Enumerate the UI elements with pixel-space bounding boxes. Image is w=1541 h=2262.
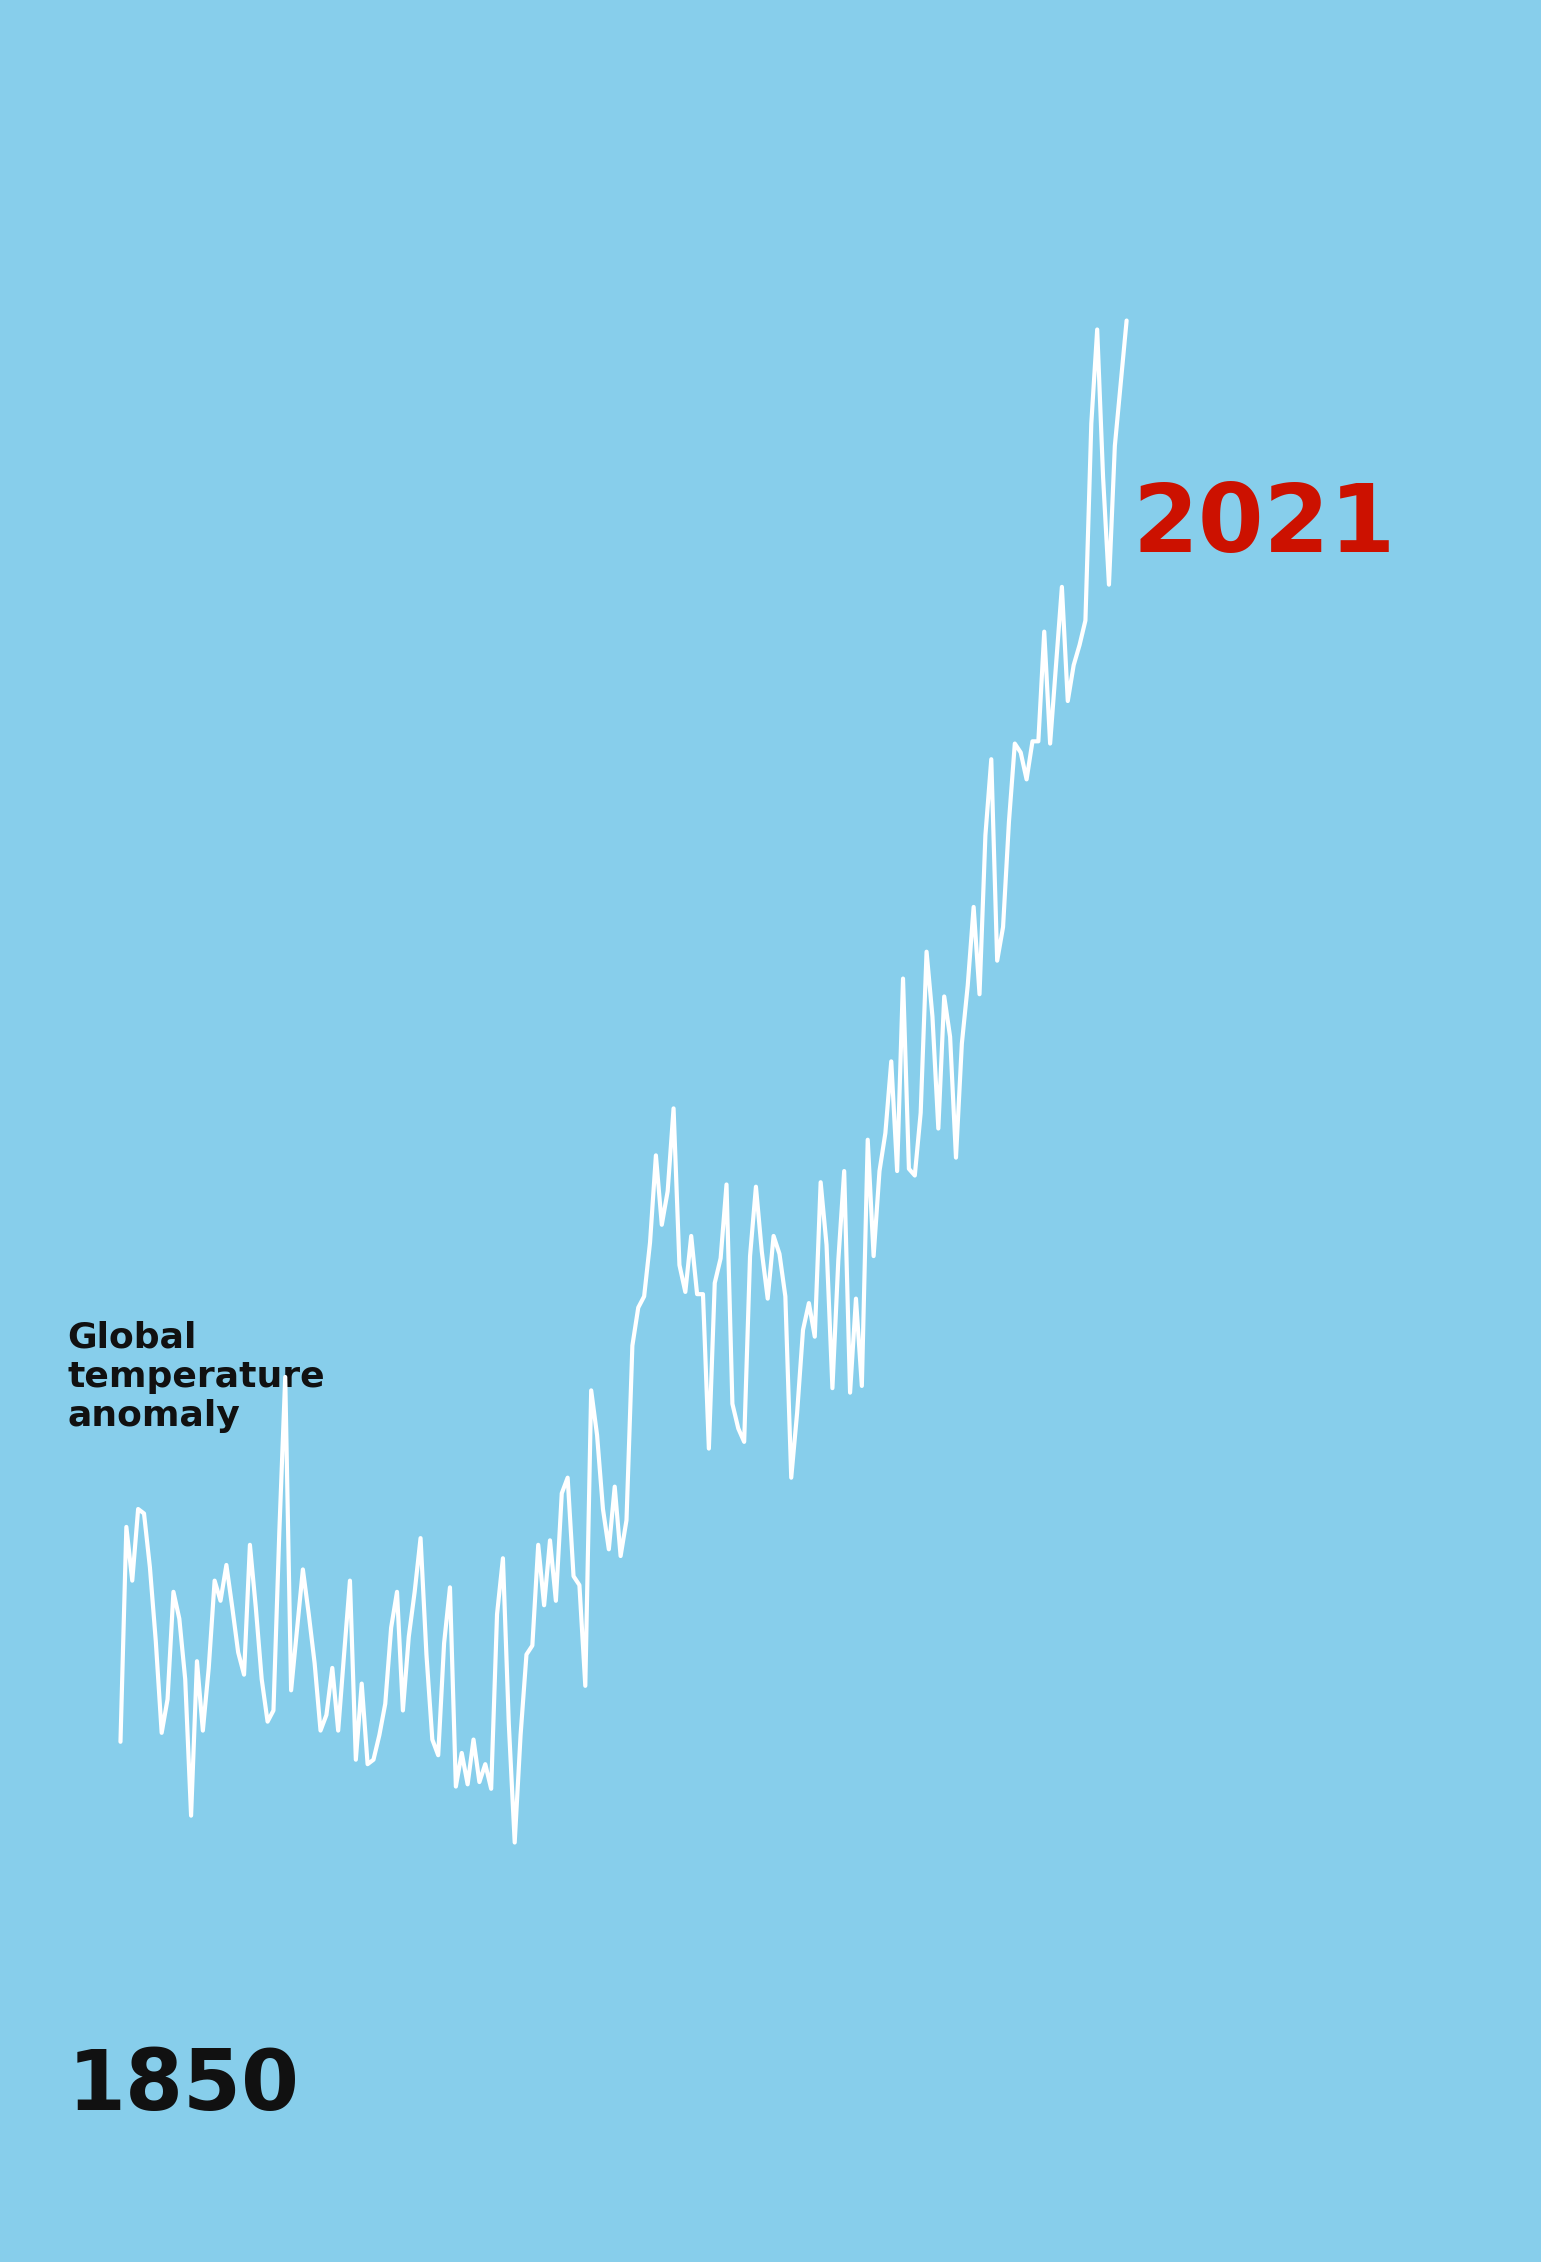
- Text: 2021: 2021: [1133, 480, 1396, 572]
- Text: Global
temperature
anomaly: Global temperature anomaly: [68, 1321, 325, 1434]
- Text: 1850: 1850: [68, 2045, 299, 2126]
